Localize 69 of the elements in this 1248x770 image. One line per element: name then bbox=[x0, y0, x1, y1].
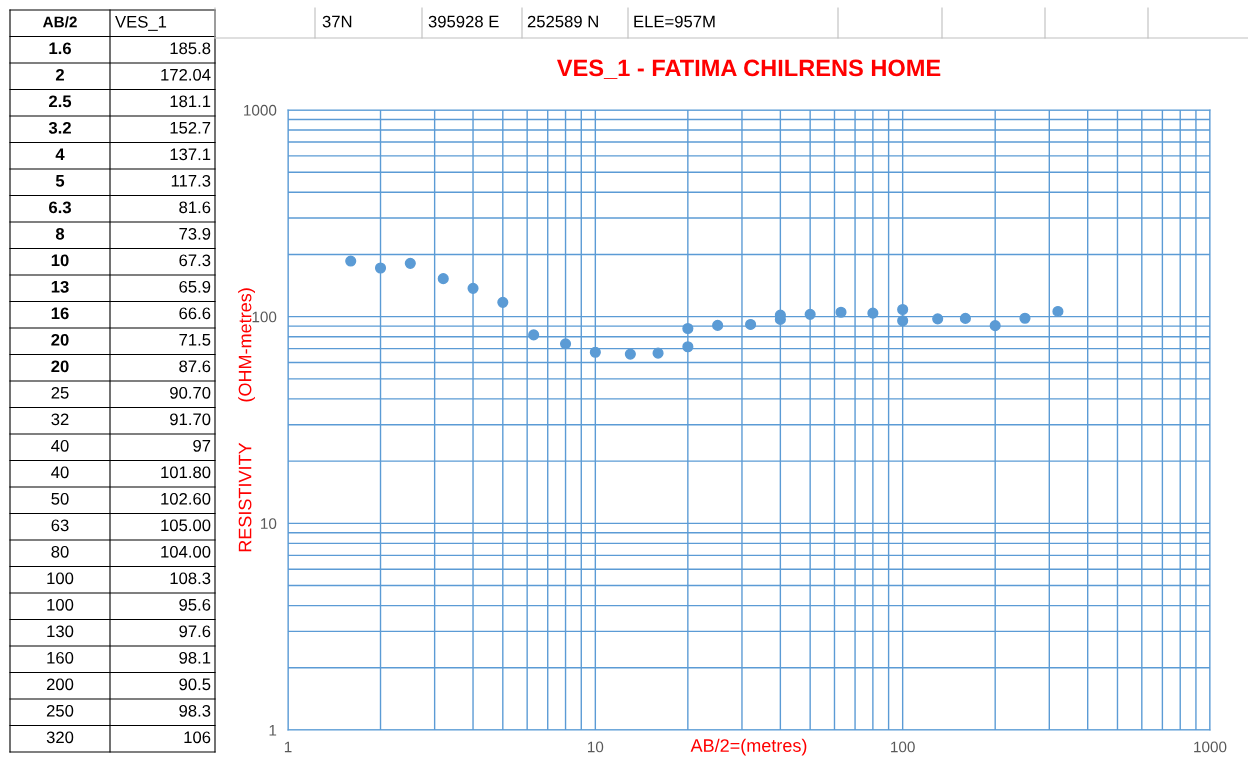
text: 106 bbox=[184, 731, 211, 744]
text: 2 bbox=[55, 68, 64, 81]
text: 32 bbox=[51, 413, 69, 426]
text: 16 bbox=[51, 307, 69, 320]
text: 91.70 bbox=[170, 413, 211, 426]
text: 181.1 bbox=[170, 95, 211, 108]
text: VES_1 bbox=[115, 15, 167, 31]
text: 50 bbox=[51, 492, 69, 505]
text: 5 bbox=[55, 175, 65, 187]
text: 81.6 bbox=[179, 201, 211, 214]
text: 95.6 bbox=[179, 598, 211, 611]
text: 8 bbox=[55, 227, 65, 240]
y-tick-label: 10 bbox=[261, 518, 277, 530]
text: 97.6 bbox=[179, 625, 211, 638]
text: 90.70 bbox=[170, 386, 211, 399]
text: 108.3 bbox=[170, 572, 211, 585]
text: 65.9 bbox=[179, 280, 211, 293]
text: 13 bbox=[51, 280, 69, 293]
text: AB/2 bbox=[42, 16, 77, 28]
text: 97 bbox=[193, 439, 211, 452]
text: 73.9 bbox=[179, 227, 211, 240]
text: 71.5 bbox=[179, 334, 211, 346]
chart-title: VES_1 - FATIMA CHILRENS HOME bbox=[556, 59, 941, 79]
text: 37N bbox=[322, 15, 352, 28]
text: 185.8 bbox=[170, 42, 211, 55]
text: 25 bbox=[51, 386, 69, 399]
text: 200 bbox=[46, 678, 74, 691]
text: 3.2 bbox=[48, 121, 71, 134]
text: 98.3 bbox=[179, 704, 211, 717]
x-tick-label: 100 bbox=[891, 741, 915, 753]
text: 80 bbox=[51, 545, 69, 558]
text: 252589 N bbox=[527, 15, 598, 28]
text: 10 bbox=[51, 254, 69, 267]
text: 90.5 bbox=[179, 678, 211, 691]
text: 137.1 bbox=[170, 148, 211, 161]
text: 172.04 bbox=[161, 68, 211, 81]
y-tick-label: 1 bbox=[269, 725, 277, 736]
y-tick-label: 1000 bbox=[244, 104, 277, 116]
text: 6.3 bbox=[49, 201, 71, 214]
x-tick-label: 10 bbox=[588, 741, 604, 753]
text: 130 bbox=[47, 625, 74, 638]
text: 101.80 bbox=[161, 466, 211, 479]
x-tick-label: 1000 bbox=[1194, 741, 1227, 753]
text: 160 bbox=[47, 651, 74, 664]
text: 4 bbox=[55, 148, 65, 161]
text: 66.6 bbox=[179, 307, 211, 320]
text: ELE=957M bbox=[634, 15, 715, 28]
text: 20 bbox=[51, 360, 69, 373]
text: 20 bbox=[51, 333, 69, 346]
text: 100 bbox=[47, 598, 74, 611]
text: 100 bbox=[47, 572, 74, 585]
text: 117.3 bbox=[171, 174, 211, 187]
text: 395928 E bbox=[428, 15, 499, 28]
text: 40 bbox=[51, 466, 69, 479]
text: 152.7 bbox=[170, 121, 211, 134]
text: 105.00 bbox=[161, 519, 211, 532]
text: 67.3 bbox=[179, 254, 211, 267]
text: 2.5 bbox=[48, 95, 72, 108]
text: 87.6 bbox=[179, 360, 211, 373]
text: 104.00 bbox=[161, 545, 211, 558]
text: 40 bbox=[51, 439, 69, 452]
text: 63 bbox=[51, 519, 69, 532]
text: 250 bbox=[46, 704, 74, 717]
x-tick-label: 1 bbox=[284, 741, 292, 753]
x-axis-title: AB/2=(metres) bbox=[690, 738, 807, 756]
text: 98.1 bbox=[179, 651, 211, 664]
text: 102.60 bbox=[161, 492, 211, 505]
text: 320 bbox=[46, 731, 74, 744]
text: 1.6 bbox=[49, 42, 71, 55]
